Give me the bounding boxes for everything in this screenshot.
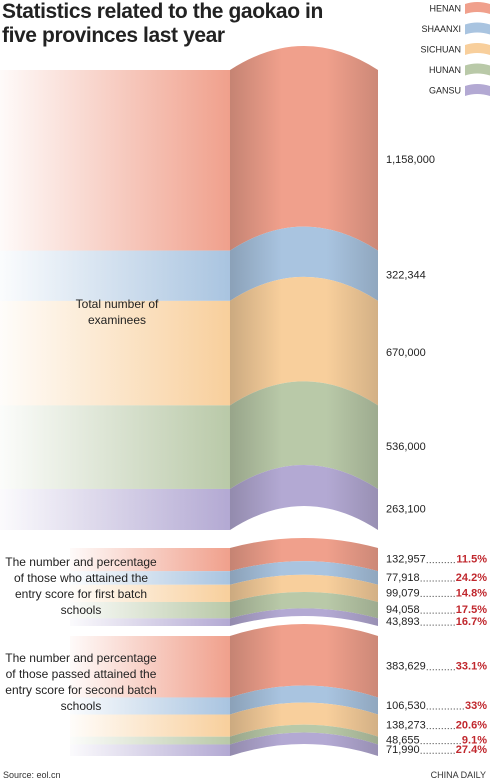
band-shade <box>230 574 378 602</box>
band-shade <box>230 226 378 301</box>
legend-swatch <box>465 84 490 96</box>
category-label: The number and percentage of those who a… <box>5 555 157 617</box>
percent-label: 11.5% <box>456 553 487 565</box>
legend-label: SHAANXI <box>421 24 461 34</box>
band-left <box>70 584 230 602</box>
percent-label: 24.2% <box>456 572 487 584</box>
band-shade <box>230 381 378 489</box>
band-shade <box>230 276 378 406</box>
band-left <box>0 70 230 251</box>
band-left <box>70 548 230 572</box>
legend-label: HUNAN <box>429 65 461 75</box>
legend-swatch <box>465 63 490 76</box>
percent-label: 33.1% <box>456 661 487 673</box>
percent-label: 20.6% <box>456 720 487 732</box>
band-left <box>70 697 230 715</box>
value-label: 48,655 <box>386 734 420 746</box>
value-label: 263,100 <box>386 503 426 515</box>
band-shade <box>230 561 378 585</box>
band-left <box>70 714 230 737</box>
legend-swatch <box>465 22 490 35</box>
credit: CHINA DAILY <box>430 770 486 780</box>
band-left <box>70 618 230 626</box>
legend-swatch <box>465 43 490 55</box>
percent-label: 33% <box>465 700 487 712</box>
band-left <box>70 601 230 619</box>
band-shade <box>230 732 378 756</box>
legend-label: GANSU <box>429 85 461 95</box>
band-left <box>70 736 230 745</box>
percent-label: 14.8% <box>456 587 487 599</box>
value-label: 138,273 <box>386 720 426 732</box>
band-left <box>70 636 230 698</box>
chart-title: Statistics related to the gaokao in five… <box>2 0 323 47</box>
band-shade <box>230 724 378 745</box>
value-label: 71,990 <box>386 744 420 756</box>
legend-label: SICHUAN <box>420 44 461 54</box>
value-label: 43,893 <box>386 616 420 628</box>
percent-label: 17.5% <box>456 604 487 616</box>
value-label: 670,000 <box>386 347 426 359</box>
percent-label: 9.1% <box>462 734 487 746</box>
band-left <box>0 300 230 406</box>
band-left <box>0 405 230 489</box>
category-label: The number and percentage of those passe… <box>5 651 157 713</box>
band-left <box>0 250 230 301</box>
band-left <box>70 571 230 585</box>
value-label: 383,629 <box>386 661 426 673</box>
value-label: 132,957 <box>386 553 426 565</box>
category-label: Total number of examinees <box>75 297 159 327</box>
value-label: 106,530 <box>386 700 426 712</box>
band-shade <box>230 538 378 572</box>
band-left <box>70 744 230 756</box>
band-shade <box>230 702 378 737</box>
band-left <box>0 488 230 530</box>
value-label: 1,158,000 <box>386 154 435 166</box>
value-label: 536,000 <box>386 441 426 453</box>
band-shade <box>230 685 378 715</box>
value-label: 77,918 <box>386 572 420 584</box>
band-shade <box>230 46 378 251</box>
band-shade <box>230 608 378 626</box>
percent-label: 16.7% <box>456 616 487 628</box>
band-shade <box>230 464 378 530</box>
value-label: 94,058 <box>386 604 420 616</box>
band-shade <box>230 591 378 619</box>
percent-label: 27.4% <box>456 744 487 756</box>
source: Source: eol.cn <box>3 770 61 780</box>
legend-label: HENAN <box>429 3 461 13</box>
legend-swatch <box>465 2 490 14</box>
value-label: 99,079 <box>386 587 420 599</box>
band-shade <box>230 624 378 698</box>
value-label: 322,344 <box>386 270 426 282</box>
